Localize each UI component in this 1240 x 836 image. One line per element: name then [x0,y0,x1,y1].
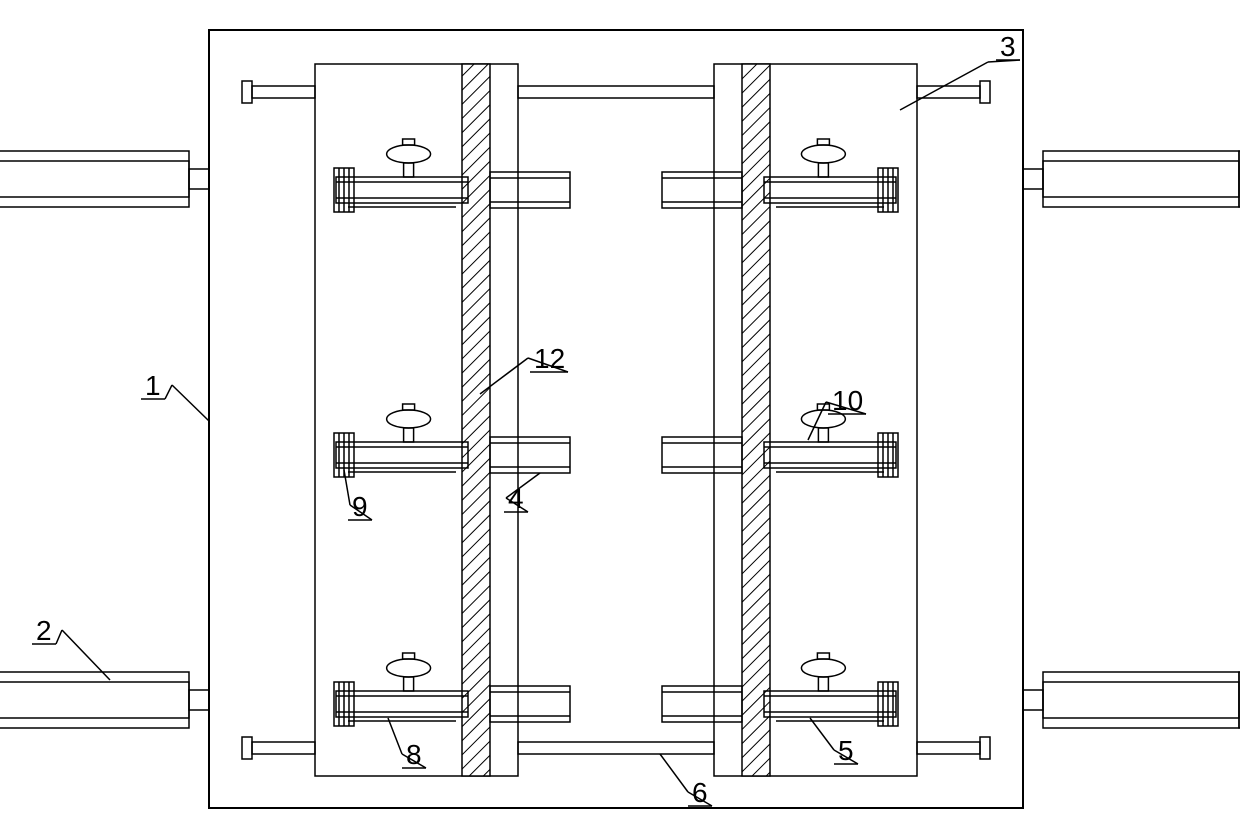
clamp-assembly [662,139,898,212]
leader-line [660,754,688,792]
outer-frame [209,30,1023,808]
callout-label: 8 [406,739,422,770]
callout-label: 3 [1000,31,1016,62]
callout-label: 12 [534,343,565,374]
callout-label: 5 [838,735,854,766]
hatched-strip-left [462,64,490,776]
callout-label: 9 [352,491,368,522]
clamp-assembly [334,404,570,477]
leader-line [165,385,172,399]
leader-line [388,718,402,754]
clamp-assembly [662,653,898,726]
callout-label: 1 [145,370,161,401]
clamp-assembly [334,653,570,726]
leader-line [172,385,209,421]
callout-label: 6 [692,777,708,808]
engineering-diagram: 123456891012 [0,0,1240,836]
callout-label: 2 [36,615,52,646]
clamp-assembly [334,139,570,212]
leader-line [810,718,834,750]
callout-label: 4 [508,483,524,514]
callout-label: 10 [832,385,863,416]
hatched-strip-right [742,64,770,776]
leader-line [56,630,62,644]
